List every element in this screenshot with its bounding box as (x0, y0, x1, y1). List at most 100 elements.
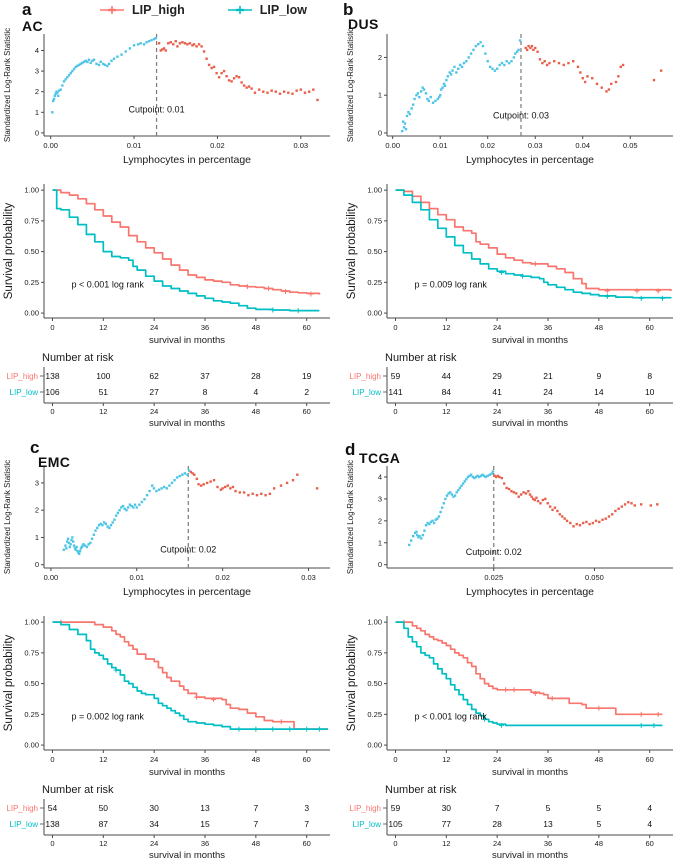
svg-text:2: 2 (35, 87, 39, 96)
svg-text:12: 12 (99, 839, 107, 848)
number-at-risk-table: Number at risk LIP_high 59 44 29 21 9 8 LIP_low 1… (349, 352, 673, 429)
dataset-title: EMC (38, 454, 71, 470)
svg-text:Standardized Log-Rank Statisti: Standardized Log-Rank Statistic (346, 460, 355, 574)
panel-b: b DUS 0 1 2 0.00 0.01 0.02 0.03 0.04 0.05 Lymphoc… (343, 0, 685, 432)
dataset-title: TCGA (359, 450, 401, 466)
svg-text:Number at risk: Number at risk (385, 352, 457, 364)
svg-text:survival in months: survival in months (492, 767, 568, 778)
svg-text:4: 4 (647, 803, 652, 813)
number-at-risk-table: Number at risk LIP_high 59 30 7 5 5 4 LIP_low 105… (349, 784, 673, 861)
svg-text:48: 48 (595, 839, 603, 848)
svg-text:36: 36 (201, 323, 209, 332)
svg-text:LIP_high: LIP_high (349, 804, 381, 813)
svg-text:0: 0 (50, 407, 54, 416)
dataset-title: AC (22, 18, 44, 34)
svg-text:LIP_low: LIP_low (353, 820, 382, 829)
svg-text:84: 84 (442, 387, 452, 397)
svg-text:0.25: 0.25 (24, 278, 39, 287)
svg-text:survival in months: survival in months (492, 418, 568, 429)
cutpoint-scatter-chart: 0 1 2 0.00 0.01 0.02 0.03 0.04 0.05 Lymphocytes i… (346, 28, 673, 166)
svg-text:105: 105 (388, 819, 402, 829)
svg-text:survival in months: survival in months (149, 767, 225, 778)
svg-text:2: 2 (35, 506, 39, 515)
panel-letter: a (22, 0, 32, 19)
panel-letter: d (345, 440, 356, 459)
svg-text:Number at risk: Number at risk (385, 784, 457, 796)
svg-text:survival in months: survival in months (492, 335, 568, 346)
svg-text:62: 62 (149, 371, 159, 381)
panel-a: a AC 0 1 2 3 4 0.00 0.01 0.02 0.03 Lymphocytes in… (0, 0, 342, 432)
svg-text:0.02: 0.02 (215, 573, 230, 582)
panel-letter: c (30, 438, 40, 457)
svg-text:138: 138 (45, 371, 59, 381)
svg-text:36: 36 (544, 839, 552, 848)
svg-text:1: 1 (378, 538, 382, 547)
svg-text:0.03: 0.03 (301, 573, 316, 582)
svg-text:p < 0.001 log rank: p < 0.001 log rank (415, 711, 488, 721)
svg-text:5: 5 (546, 803, 551, 813)
svg-text:36: 36 (201, 755, 209, 764)
svg-text:15: 15 (200, 819, 210, 829)
svg-text:24: 24 (493, 323, 501, 332)
km-survival-chart: 0.00 0.25 0.50 0.75 1.00 0 12 24 36 48 60 survival … (346, 184, 673, 346)
svg-text:60: 60 (303, 323, 311, 332)
svg-text:59: 59 (391, 371, 401, 381)
svg-text:0: 0 (35, 560, 39, 569)
svg-text:100: 100 (96, 371, 110, 381)
svg-text:12: 12 (99, 323, 107, 332)
svg-text:2: 2 (378, 53, 382, 62)
svg-text:60: 60 (646, 407, 654, 416)
svg-text:LIP_low: LIP_low (353, 388, 382, 397)
dataset-title: DUS (348, 16, 379, 32)
svg-text:28: 28 (251, 371, 261, 381)
svg-text:0.050: 0.050 (585, 573, 604, 582)
svg-text:48: 48 (252, 323, 260, 332)
svg-text:13: 13 (543, 819, 553, 829)
svg-text:28: 28 (492, 819, 502, 829)
svg-text:1.00: 1.00 (367, 618, 382, 627)
panel-d: d TCGA 0 1 2 3 4 0.025 0.050 Lymphocytes in per… (343, 432, 685, 864)
svg-text:4: 4 (253, 387, 258, 397)
svg-text:3: 3 (35, 478, 39, 487)
svg-text:24: 24 (150, 839, 158, 848)
svg-text:0.00: 0.00 (24, 309, 39, 318)
svg-text:24: 24 (493, 407, 501, 416)
svg-text:0.00: 0.00 (385, 141, 400, 150)
svg-text:44: 44 (442, 371, 452, 381)
svg-text:0: 0 (50, 755, 54, 764)
svg-text:24: 24 (493, 755, 501, 764)
svg-text:Survival probability: Survival probability (346, 634, 358, 731)
svg-text:Survival probability: Survival probability (3, 634, 15, 731)
svg-text:0: 0 (393, 407, 397, 416)
svg-text:1: 1 (35, 108, 39, 117)
svg-text:3: 3 (304, 803, 309, 813)
svg-text:60: 60 (646, 755, 654, 764)
svg-text:Lymphocytes in percentage: Lymphocytes in percentage (466, 586, 594, 598)
svg-text:0: 0 (393, 323, 397, 332)
svg-text:24: 24 (150, 323, 158, 332)
svg-text:1: 1 (35, 533, 39, 542)
svg-text:48: 48 (595, 323, 603, 332)
svg-text:27: 27 (149, 387, 159, 397)
svg-text:19: 19 (302, 371, 312, 381)
svg-text:Survival probability: Survival probability (3, 202, 15, 299)
svg-text:Number at risk: Number at risk (42, 352, 114, 364)
svg-text:0.025: 0.025 (484, 573, 503, 582)
svg-text:10: 10 (645, 387, 655, 397)
svg-text:0.50: 0.50 (24, 247, 39, 256)
svg-text:36: 36 (544, 323, 552, 332)
svg-text:36: 36 (201, 839, 209, 848)
svg-text:LIP_low: LIP_low (10, 820, 39, 829)
svg-text:24: 24 (493, 839, 501, 848)
svg-text:12: 12 (99, 407, 107, 416)
svg-text:60: 60 (646, 323, 654, 332)
svg-text:13: 13 (200, 803, 210, 813)
svg-text:14: 14 (594, 387, 604, 397)
svg-text:30: 30 (442, 803, 452, 813)
svg-text:4: 4 (378, 472, 382, 481)
lip-low-legend-marker-icon (227, 6, 252, 14)
svg-text:54: 54 (48, 803, 58, 813)
svg-text:LIP_low: LIP_low (10, 388, 39, 397)
